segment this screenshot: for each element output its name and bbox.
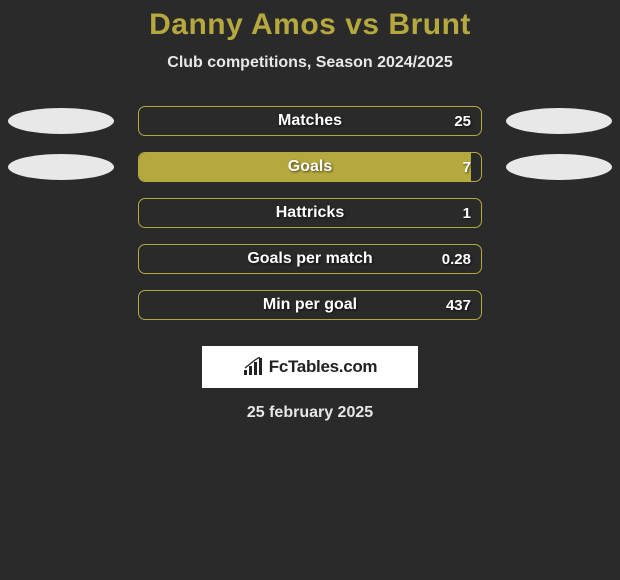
player-left-ellipse <box>8 108 114 134</box>
bar-chart-icon <box>243 357 265 377</box>
player-left-ellipse <box>8 154 114 180</box>
subtitle: Club competitions, Season 2024/2025 <box>0 54 620 72</box>
stat-label: Goals <box>139 153 481 181</box>
page-title: Danny Amos vs Brunt <box>0 8 620 42</box>
date-label: 25 february 2025 <box>0 404 620 422</box>
stat-bar: Hattricks1 <box>138 198 482 228</box>
stat-row: Hattricks1 <box>0 190 620 236</box>
stat-label: Hattricks <box>139 199 481 227</box>
stat-value: 437 <box>446 291 471 319</box>
stat-row: Min per goal437 <box>0 282 620 328</box>
comparison-widget: Danny Amos vs Brunt Club competitions, S… <box>0 0 620 422</box>
stat-label: Goals per match <box>139 245 481 273</box>
stat-label: Matches <box>139 107 481 135</box>
stat-value: 0.28 <box>442 245 471 273</box>
stat-row: Goals7 <box>0 144 620 190</box>
stat-bar: Min per goal437 <box>138 290 482 320</box>
brand-text: FcTables.com <box>269 357 378 377</box>
stat-value: 25 <box>454 107 471 135</box>
brand-badge[interactable]: FcTables.com <box>202 346 418 388</box>
stat-label: Min per goal <box>139 291 481 319</box>
stat-row: Matches25 <box>0 98 620 144</box>
stat-value: 7 <box>463 153 471 181</box>
stat-bar: Goals per match0.28 <box>138 244 482 274</box>
stat-bar: Goals7 <box>138 152 482 182</box>
stat-rows: Matches25 Goals7 Hattricks1 Goals per match… <box>0 98 620 328</box>
player-right-ellipse <box>506 154 612 180</box>
player-right-ellipse <box>506 108 612 134</box>
stat-value: 1 <box>463 199 471 227</box>
stat-row: Goals per match0.28 <box>0 236 620 282</box>
stat-bar: Matches25 <box>138 106 482 136</box>
